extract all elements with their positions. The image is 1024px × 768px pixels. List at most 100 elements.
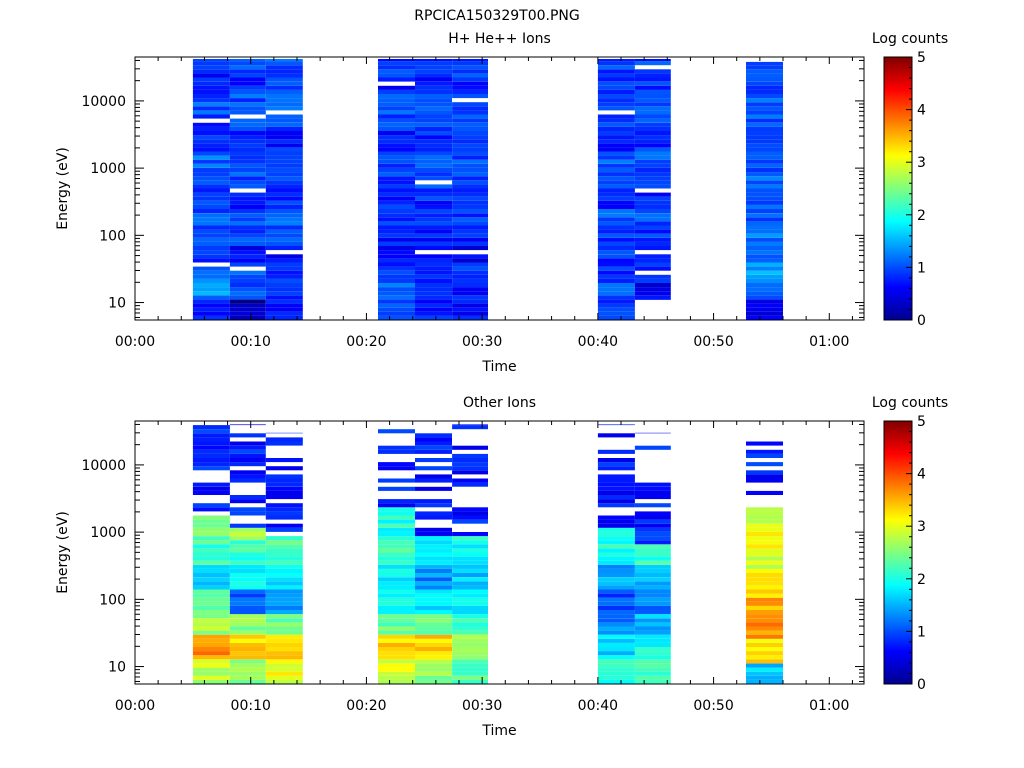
heatmap-cell <box>378 478 415 483</box>
heatmap-cell <box>452 638 488 643</box>
heatmap-cell <box>746 139 783 144</box>
heatmap-cell <box>229 217 266 222</box>
heatmap-cell <box>746 147 783 152</box>
heatmap-column <box>746 61 783 320</box>
heatmap-cell <box>192 241 230 246</box>
heatmap-cell <box>265 237 303 242</box>
heatmap-cell <box>265 630 303 635</box>
heatmap-cell <box>597 176 635 181</box>
heatmap-cell <box>597 466 635 471</box>
heatmap-cell <box>452 642 488 647</box>
heatmap-cell <box>265 659 303 664</box>
heatmap-cell <box>597 486 635 491</box>
heatmap-cell <box>634 618 671 623</box>
heatmap-cell <box>597 622 635 627</box>
heatmap-cell <box>452 548 488 553</box>
heatmap-cell <box>597 605 635 610</box>
heatmap-cell <box>634 671 671 676</box>
heatmap-cell <box>452 659 488 664</box>
heatmap-cell <box>192 311 230 316</box>
heatmap-cell <box>229 192 266 197</box>
heatmap-cell <box>746 254 783 259</box>
heatmap-cell <box>746 462 783 467</box>
heatmap-column <box>415 59 452 320</box>
heatmap-cell <box>229 458 266 463</box>
heatmap-cell <box>452 81 488 86</box>
heatmap-cell <box>378 126 415 131</box>
heatmap-cell <box>378 254 415 259</box>
heatmap-cell <box>415 59 452 62</box>
heatmap-cell <box>746 568 783 573</box>
heatmap-cell <box>229 540 266 545</box>
heatmap-cell <box>265 482 303 487</box>
heatmap-cell <box>192 122 230 127</box>
heatmap-cell <box>634 622 671 627</box>
heatmap-cell <box>229 81 266 86</box>
heatmap-cell <box>229 274 266 279</box>
heatmap-cell <box>415 254 452 259</box>
heatmap-cell <box>452 85 488 90</box>
heatmap-cell <box>634 213 671 218</box>
panel-other-ions: 00:00 00:10 00:20 00:30 00:40 00:50 01:00 Time 1… <box>55 395 948 739</box>
heatmap-cell <box>597 283 635 288</box>
heatmap-cell <box>597 274 635 279</box>
heatmap-cell <box>192 168 230 173</box>
heatmap-cell <box>634 221 671 226</box>
heatmap-cell <box>597 675 635 680</box>
heatmap-cell <box>597 217 635 222</box>
heatmap-cell <box>746 544 783 549</box>
heatmap-cell <box>634 59 671 62</box>
heatmap-cell <box>634 147 671 152</box>
heatmap-cell <box>192 192 230 197</box>
heatmap-cell <box>415 184 452 189</box>
heatmap-cell <box>746 536 783 541</box>
heatmap-cell <box>634 143 671 148</box>
heatmap-cell <box>192 229 230 234</box>
heatmap-cell <box>597 642 635 647</box>
heatmap-cell <box>746 564 783 569</box>
heatmap-cell <box>265 536 303 541</box>
heatmap-cell <box>192 299 230 304</box>
heatmap-cell <box>378 638 415 643</box>
heatmap-cell <box>634 445 671 450</box>
heatmap-cell <box>452 614 488 619</box>
heatmap-cell <box>634 246 671 251</box>
heatmap-cell <box>746 94 783 99</box>
colorbar-tick-label: 0 <box>917 313 926 329</box>
heatmap-cell <box>746 585 783 590</box>
heatmap-cell <box>415 176 452 181</box>
colorbar-tick-label: 4 <box>917 103 926 119</box>
heatmap-cell <box>746 192 783 197</box>
heatmap-cell <box>229 229 266 234</box>
heatmap-cell <box>452 295 488 300</box>
heatmap-cell <box>378 544 415 549</box>
heatmap-cell <box>378 667 415 672</box>
heatmap-cell <box>192 445 230 450</box>
heatmap-cell <box>452 229 488 234</box>
heatmap-cell <box>378 532 415 537</box>
heatmap-cell <box>378 143 415 148</box>
heatmap-cell <box>746 122 783 127</box>
heatmap-cell <box>452 200 488 205</box>
heatmap-cell <box>415 630 452 635</box>
heatmap-cell <box>746 593 783 598</box>
heatmap-cell <box>229 581 266 586</box>
heatmap-cell <box>265 523 303 528</box>
heatmap-cell <box>229 147 266 152</box>
heatmap-cell <box>452 151 488 156</box>
heatmap-cell <box>415 605 452 610</box>
heatmap-cell <box>634 61 671 66</box>
heatmap-cell <box>746 527 783 532</box>
heatmap-cell <box>597 424 635 426</box>
heatmap-cell <box>597 490 635 495</box>
heatmap-cell <box>229 511 266 516</box>
heatmap-cell <box>634 536 671 541</box>
heatmap-cell <box>634 159 671 164</box>
heatmap-cell <box>415 126 452 131</box>
heatmap-cell <box>415 118 452 123</box>
heatmap-cell <box>452 470 488 475</box>
heatmap-cell <box>415 577 452 582</box>
heatmap-cell <box>597 270 635 275</box>
heatmap-cell <box>452 618 488 623</box>
heatmap-cell <box>229 143 266 148</box>
